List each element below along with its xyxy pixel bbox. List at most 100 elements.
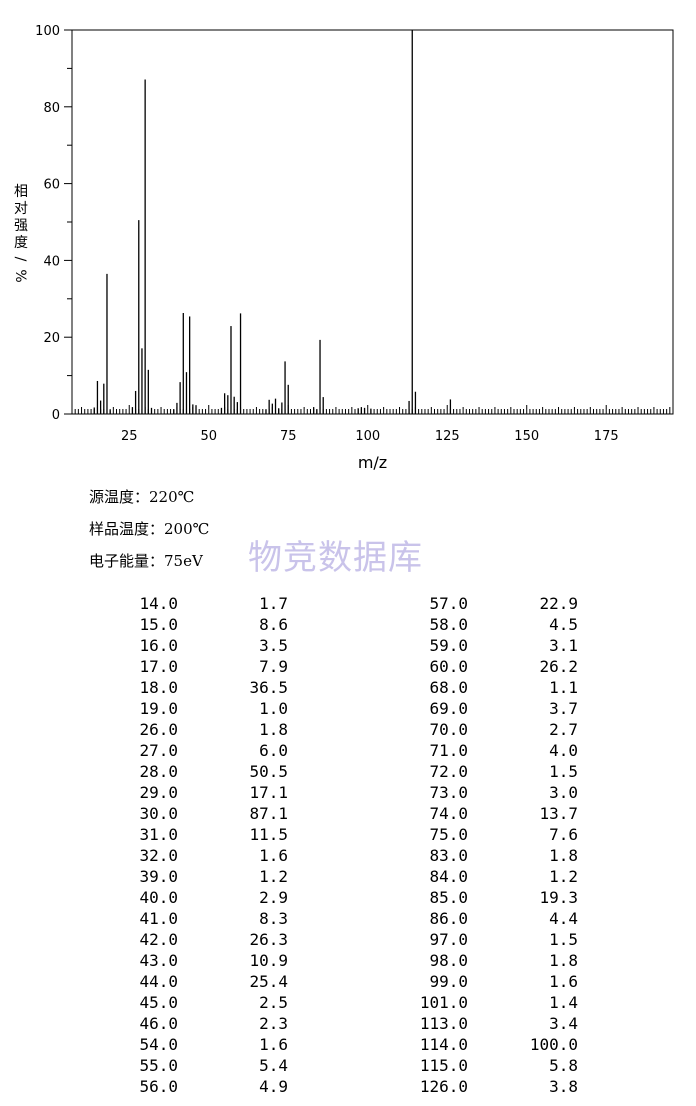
peak-abundance: 2.7 bbox=[549, 720, 578, 739]
peak-abundance: 5.8 bbox=[549, 1056, 578, 1075]
peak-abundance: 3.5 bbox=[259, 636, 288, 655]
peak-row: 14.0 1.7 bbox=[100, 593, 288, 614]
peak-mz: 113.0 bbox=[419, 1014, 468, 1033]
peak-mz: 72.0 bbox=[429, 762, 468, 781]
peak-abundance: 1.8 bbox=[259, 720, 288, 739]
peak-abundance: 1.5 bbox=[549, 762, 578, 781]
peak-abundance: 1.2 bbox=[259, 867, 288, 886]
peak-abundance: 1.8 bbox=[549, 846, 578, 865]
peak-abundance: 10.9 bbox=[249, 951, 288, 970]
peak-row: 15.0 8.6 bbox=[100, 614, 288, 635]
peak-row: 46.0 2.3 bbox=[100, 1013, 288, 1034]
peak-abundance: 1.0 bbox=[259, 699, 288, 718]
y-tick-label: 0 bbox=[52, 408, 60, 423]
peak-row: 17.0 7.9 bbox=[100, 656, 288, 677]
peak-mz: 43.0 bbox=[139, 951, 178, 970]
peak-abundance: 1.8 bbox=[549, 951, 578, 970]
peak-abundance: 17.1 bbox=[249, 783, 288, 802]
y-axis-label-char: / bbox=[12, 257, 28, 262]
peak-abundance: 4.5 bbox=[549, 615, 578, 634]
x-tick-label: 75 bbox=[280, 429, 297, 444]
y-tick-label: 60 bbox=[43, 178, 60, 193]
peak-abundance: 11.5 bbox=[249, 825, 288, 844]
peak-mz: 115.0 bbox=[419, 1056, 468, 1075]
peak-mz: 17.0 bbox=[139, 657, 178, 676]
peak-mz: 85.0 bbox=[429, 888, 468, 907]
peak-row: 60.0 26.2 bbox=[390, 656, 578, 677]
peak-mz: 55.0 bbox=[139, 1056, 178, 1075]
peak-mz: 75.0 bbox=[429, 825, 468, 844]
peak-mz: 28.0 bbox=[139, 762, 178, 781]
peak-row: 73.0 3.0 bbox=[390, 782, 578, 803]
peak-mz: 40.0 bbox=[139, 888, 178, 907]
peak-row: 84.0 1.2 bbox=[390, 866, 578, 887]
peak-row: 56.0 4.9 bbox=[100, 1076, 288, 1097]
peak-abundance: 25.4 bbox=[249, 972, 288, 991]
peak-mz: 101.0 bbox=[419, 993, 468, 1012]
peak-row: 101.0 1.4 bbox=[390, 992, 578, 1013]
peak-row: 29.0 17.1 bbox=[100, 782, 288, 803]
x-tick-label: 25 bbox=[121, 429, 138, 444]
peak-row: 69.0 3.7 bbox=[390, 698, 578, 719]
peak-abundance: 8.6 bbox=[259, 615, 288, 634]
y-tick-label: 20 bbox=[43, 331, 60, 346]
peak-mz: 27.0 bbox=[139, 741, 178, 760]
peak-abundance: 2.3 bbox=[259, 1014, 288, 1033]
peak-abundance: 6.0 bbox=[259, 741, 288, 760]
peak-table-left-column: 14.0 1.7 15.0 8.6 16.0 3.5 17.0 7.9 18.0 36.5 19.0… bbox=[100, 593, 288, 1097]
peak-row: 19.0 1.0 bbox=[100, 698, 288, 719]
peak-row: 30.0 87.1 bbox=[100, 803, 288, 824]
peak-mz: 31.0 bbox=[139, 825, 178, 844]
peak-mz: 44.0 bbox=[139, 972, 178, 991]
peak-mz: 42.0 bbox=[139, 930, 178, 949]
peak-row: 42.0 26.3 bbox=[100, 929, 288, 950]
peak-abundance: 2.9 bbox=[259, 888, 288, 907]
sample-temperature: 样品温度：200℃ bbox=[89, 520, 210, 538]
peak-mz: 59.0 bbox=[429, 636, 468, 655]
y-axis-label-char: % bbox=[12, 269, 28, 282]
peak-mz: 39.0 bbox=[139, 867, 178, 886]
peak-abundance: 1.4 bbox=[549, 993, 578, 1012]
peak-mz: 83.0 bbox=[429, 846, 468, 865]
peak-abundance: 1.6 bbox=[259, 1035, 288, 1054]
peak-abundance: 1.6 bbox=[549, 972, 578, 991]
peak-mz: 26.0 bbox=[139, 720, 178, 739]
peak-row: 126.0 3.8 bbox=[390, 1076, 578, 1097]
y-axis-label-char: 度 bbox=[14, 235, 28, 251]
source-temperature: 源温度：220℃ bbox=[89, 488, 195, 506]
peak-mz: 99.0 bbox=[429, 972, 468, 991]
peak-row: 113.0 3.4 bbox=[390, 1013, 578, 1034]
x-tick-label: 100 bbox=[355, 429, 380, 444]
peak-mz: 73.0 bbox=[429, 783, 468, 802]
peak-abundance: 5.4 bbox=[259, 1056, 288, 1075]
peak-abundance: 3.8 bbox=[549, 1077, 578, 1096]
peak-row: 68.0 1.1 bbox=[390, 677, 578, 698]
plot-frame bbox=[71, 29, 674, 415]
peak-row: 114.0 100.0 bbox=[390, 1034, 578, 1055]
peak-row: 57.0 22.9 bbox=[390, 593, 578, 614]
peak-mz: 56.0 bbox=[139, 1077, 178, 1096]
peak-mz: 97.0 bbox=[429, 930, 468, 949]
peak-row: 97.0 1.5 bbox=[390, 929, 578, 950]
peak-row: 44.0 25.4 bbox=[100, 971, 288, 992]
peak-row: 39.0 1.2 bbox=[100, 866, 288, 887]
x-tick-label: 175 bbox=[594, 429, 619, 444]
peak-mz: 68.0 bbox=[429, 678, 468, 697]
peak-row: 32.0 1.6 bbox=[100, 845, 288, 866]
peak-abundance: 4.0 bbox=[549, 741, 578, 760]
peak-abundance: 1.5 bbox=[549, 930, 578, 949]
x-minor-ticks bbox=[71, 405, 674, 414]
peak-abundance: 87.1 bbox=[249, 804, 288, 823]
peak-row: 70.0 2.7 bbox=[390, 719, 578, 740]
peak-abundance: 26.2 bbox=[539, 657, 578, 676]
peak-mz: 29.0 bbox=[139, 783, 178, 802]
peak-abundance: 36.5 bbox=[249, 678, 288, 697]
peak-row: 99.0 1.6 bbox=[390, 971, 578, 992]
peak-abundance: 4.9 bbox=[259, 1077, 288, 1096]
peak-mz: 54.0 bbox=[139, 1035, 178, 1054]
peak-row: 41.0 8.3 bbox=[100, 908, 288, 929]
peak-mz: 16.0 bbox=[139, 636, 178, 655]
peak-abundance: 3.7 bbox=[549, 699, 578, 718]
peak-row: 115.0 5.8 bbox=[390, 1055, 578, 1076]
